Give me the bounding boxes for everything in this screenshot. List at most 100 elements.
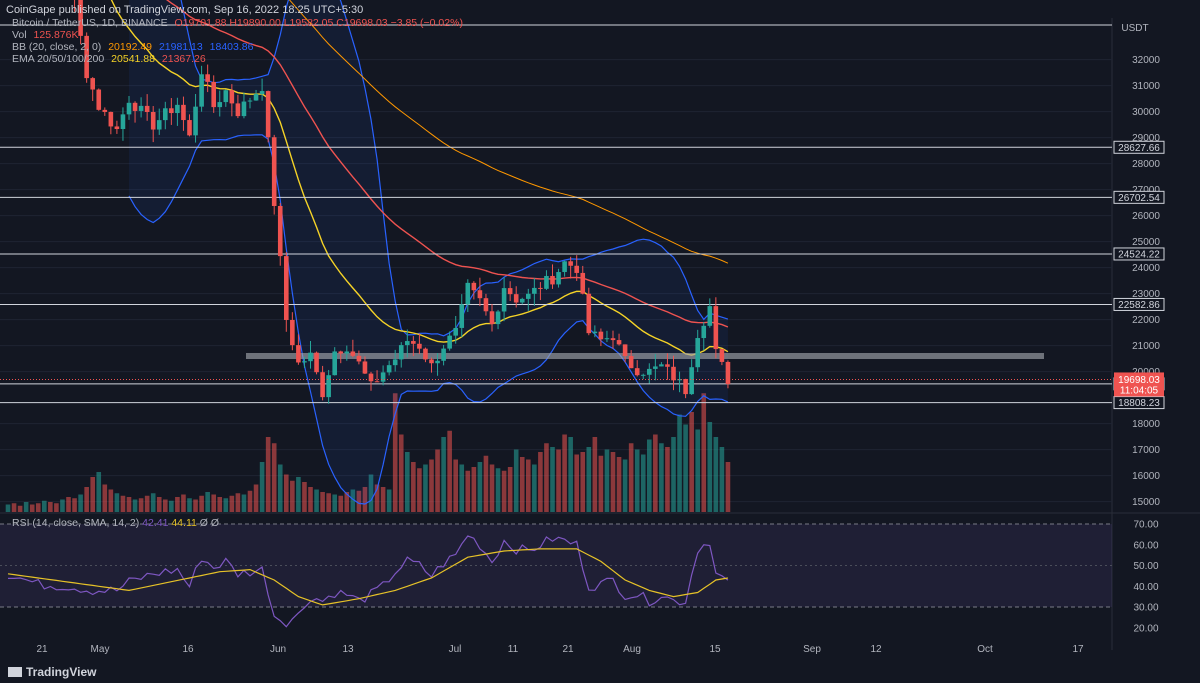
candle-body — [538, 287, 543, 289]
candle-body — [665, 364, 670, 367]
candle-body — [513, 294, 519, 303]
volume-bar — [48, 502, 53, 512]
volume-bar — [405, 452, 410, 512]
volume-bar — [368, 474, 374, 512]
volume-bar — [653, 434, 658, 512]
candle-body — [459, 304, 465, 328]
candle-body — [544, 275, 549, 289]
rsi-tick-label: 60.00 — [1133, 540, 1158, 551]
bb-lower-line — [128, 134, 729, 505]
volume-bar — [199, 495, 204, 512]
tradingview-logo[interactable]: TradingView — [8, 665, 96, 679]
volume-bar — [175, 497, 180, 512]
volume-bar — [181, 494, 186, 512]
candle-body — [483, 298, 489, 312]
brand-label: TradingView — [26, 665, 97, 679]
bb-lower: 18403.86 — [209, 41, 254, 53]
volume-bar — [435, 449, 440, 512]
candle-body — [647, 368, 652, 375]
volume-bar — [259, 462, 265, 512]
volume-bar — [163, 499, 168, 512]
candle-body — [653, 366, 658, 369]
rsi-ma-value: 44.11 — [171, 517, 197, 529]
candle-body — [332, 351, 337, 376]
x-tick-label: 15 — [709, 644, 721, 655]
volume-bar — [187, 498, 192, 512]
volume-bar — [604, 449, 610, 512]
volume-bar — [477, 462, 483, 512]
candle-body — [84, 35, 89, 79]
candle-body — [296, 345, 301, 363]
volume-bar — [277, 464, 283, 512]
candle-body — [290, 319, 295, 346]
x-tick-label: 21 — [36, 644, 48, 655]
candle-body — [586, 293, 592, 334]
level-label-box — [1113, 190, 1165, 204]
candle-body — [386, 365, 392, 373]
volume-bar — [459, 464, 465, 512]
candle-body — [102, 109, 108, 112]
volume-bar — [290, 480, 295, 512]
currency-label: USDT — [1121, 23, 1148, 34]
x-tick-label: 17 — [1072, 644, 1084, 655]
level-label: 28627.66 — [1118, 143, 1160, 154]
volume-bar — [380, 487, 386, 512]
candle-body — [271, 137, 277, 206]
volume-bar — [332, 494, 337, 512]
volume-bar — [247, 490, 253, 512]
candle-body — [423, 348, 428, 360]
candle-body — [211, 81, 216, 108]
last-price-tag — [1114, 372, 1164, 397]
volume-bar — [538, 452, 543, 512]
candle-body — [610, 338, 616, 341]
candle-body — [562, 261, 567, 273]
x-tick-label: Aug — [623, 644, 641, 655]
volume-bar — [253, 484, 259, 512]
x-tick-label: Jul — [449, 644, 462, 655]
candle-body — [532, 287, 537, 294]
candle-body — [253, 94, 259, 101]
volume-bar — [695, 429, 700, 512]
volume-bar — [519, 457, 525, 512]
candle-body — [616, 340, 622, 345]
level-label: 26702.54 — [1118, 193, 1160, 204]
volume-bar — [302, 482, 307, 512]
volume-bar — [701, 393, 707, 512]
level-label-box — [1113, 297, 1165, 311]
bb-basis: 20192.49 — [108, 41, 153, 53]
volume-bar — [628, 443, 634, 512]
level-label-box — [1113, 247, 1165, 261]
candle-body — [277, 205, 283, 257]
candle-body — [223, 90, 229, 103]
y-tick-label: 26000 — [1132, 211, 1160, 222]
y-tick-label: 21000 — [1132, 341, 1160, 352]
volume-bar — [205, 492, 210, 512]
support-zone — [246, 353, 1044, 359]
candle-body — [507, 288, 513, 295]
publisher-caption: CoinGape published on TradingView.com, S… — [6, 4, 364, 16]
rsi-value: 42.41 — [142, 517, 169, 529]
candle-body — [725, 361, 731, 385]
candle-body — [156, 120, 162, 130]
volume-bar — [453, 459, 458, 512]
ema100-line — [288, 0, 729, 264]
candle-body — [138, 105, 144, 111]
level-label: 24524.22 — [1118, 249, 1160, 260]
candle-body — [144, 105, 150, 112]
candle-body — [398, 345, 404, 360]
tradingview-icon — [8, 667, 22, 677]
candle-body — [326, 375, 331, 398]
ema20-value: 20541.88 — [111, 53, 155, 65]
ema50-value: 21367.26 — [161, 53, 206, 65]
volume-bar — [235, 493, 241, 512]
volume-bar — [398, 434, 404, 512]
volume-bar — [284, 474, 289, 512]
volume-bar — [677, 414, 682, 512]
volume-bar — [338, 495, 344, 512]
volume-bar — [144, 495, 150, 512]
y-tick-label: 30000 — [1132, 107, 1160, 118]
volume-bar — [580, 452, 586, 512]
volume-bar — [465, 470, 471, 512]
volume-bar — [683, 424, 688, 512]
